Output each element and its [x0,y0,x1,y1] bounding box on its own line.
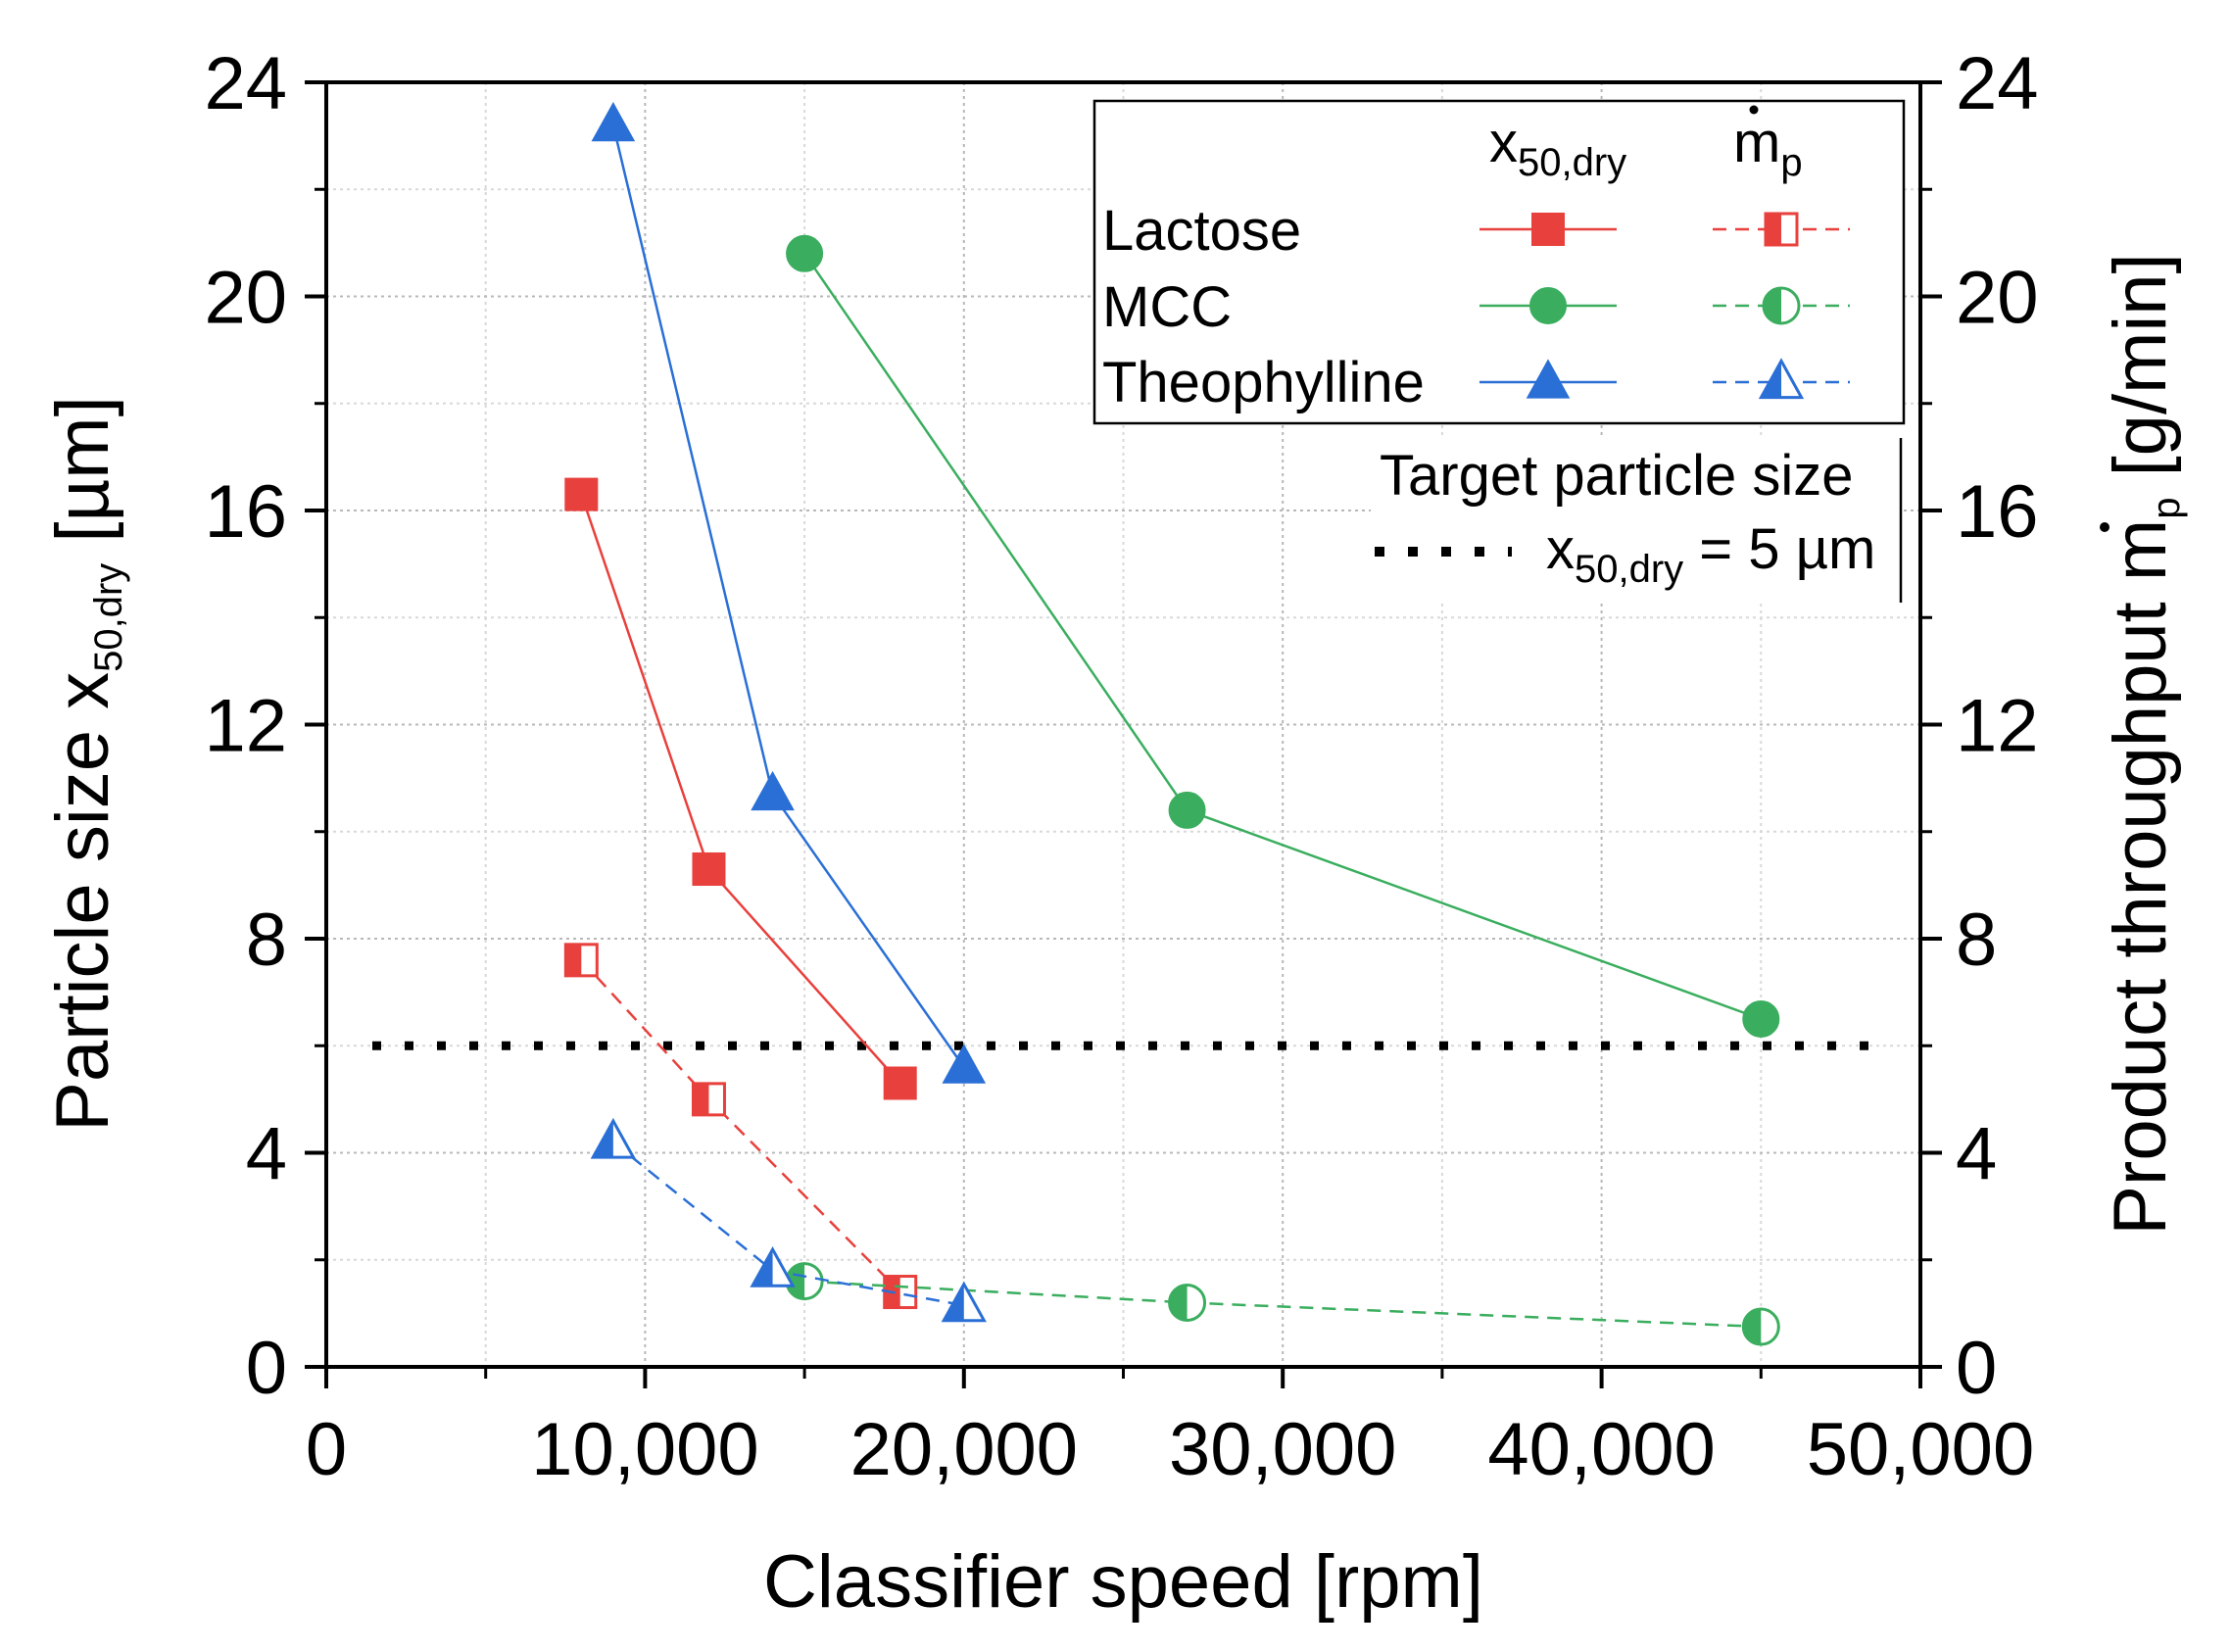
x-tick-label: 50,000 [1807,1408,2034,1491]
data-point-mcc-mp [1168,1283,1207,1322]
data-point-lactose-x50 [883,1066,917,1100]
series-line-theophylline-x50 [611,124,965,1068]
target-annotation-bg [1371,438,1904,603]
y-axis-title-sub: 50,dry [87,563,130,672]
data-point-mcc-mp [1741,1307,1780,1346]
legend-marker-mp [1762,286,1801,325]
y-axis-title: Particle size x50,dry [µm] [41,396,130,1131]
data-point-mcc-x50 [1168,791,1206,829]
y2-axis-title-unit: [g/min] [2099,253,2182,497]
legend-marker-mp [1764,212,1799,247]
data-point-lactose-mp [563,943,599,978]
y2-axis-title-main: Product throughput m [2099,519,2182,1236]
x-tick-label: 40,000 [1487,1408,1715,1491]
legend-marker-x50 [1529,287,1567,324]
y-tick-label: 0 [246,1327,287,1410]
y-axis-title-main: Particle size x [41,672,124,1132]
y2-axis-title: Product throughput mp [g/min] [2099,253,2188,1235]
series-line-lactose-x50 [580,494,901,1085]
x-tick-label: 30,000 [1169,1408,1396,1491]
y-tick-label: 24 [204,42,287,125]
y2-tick-label: 12 [1956,685,2039,768]
y-tick-label: 12 [204,685,287,768]
data-point-lactose-mp [691,1082,726,1117]
target-annotation-label: x50,dry = 5 µm [1546,517,1875,591]
data-point-theophylline-x50 [942,1044,987,1084]
y-tick-label: 16 [204,470,287,554]
legend-marker-x50 [1526,359,1571,399]
data-point-mcc-mp [785,1262,824,1301]
legend-marker-x50 [1531,213,1565,246]
data-point-theophylline-mp [750,1245,796,1288]
data-point-lactose-x50 [564,477,599,511]
legend-header-overdot [1749,105,1759,115]
data-point-theophylline-mp [941,1281,987,1323]
y-axis-title-unit: [µm] [41,396,124,562]
data-point-theophylline-x50 [751,770,795,811]
x-tick-label: 0 [306,1408,347,1491]
legend-box [1092,99,1906,425]
x-tick-label: 10,000 [531,1408,758,1491]
legend-samples [1479,212,1850,400]
series-layer [563,102,1780,1346]
data-point-theophylline-x50 [591,102,636,142]
target-annotation: Target particle size x50,dry = 5 µm [1371,438,1904,603]
x-tick-label: 20,000 [850,1408,1078,1491]
data-point-lactose-x50 [692,851,726,886]
y-tick-label: 20 [204,257,287,340]
y2-tick-label: 8 [1956,899,1997,982]
series-line-lactose-mp [580,959,901,1293]
legend-marker-mp [1758,358,1805,400]
y2-tick-label: 20 [1956,257,2039,340]
target-annotation-title: Target particle size [1380,444,1854,508]
legend-header-mp: mp [1733,111,1803,184]
y2-axis-title-sub: p [2145,498,2188,519]
legend-label-mcc: MCC [1102,275,1232,339]
y2-tick-label: 16 [1956,470,2039,554]
x-axis-title: Classifier speed [rpm] [763,1540,1483,1624]
legend-label-lactose: Lactose [1102,199,1301,263]
data-point-mcc-x50 [786,234,824,272]
y-tick-label: 8 [246,899,287,982]
y2-tick-label: 0 [1956,1327,1997,1410]
y-tick-label: 4 [246,1113,287,1196]
y2-tick-label: 24 [1956,42,2039,125]
legend-label-theophylline: Theophylline [1102,351,1425,414]
legend-header-x50: x50,dry [1489,111,1626,184]
legend: x50,dry mp Lactose MCC Theophylline [1092,99,1906,425]
y2-tick-label: 4 [1956,1113,1997,1196]
data-point-theophylline-mp [590,1117,637,1159]
data-point-mcc-x50 [1742,999,1780,1038]
y2-overdot [2100,522,2110,532]
